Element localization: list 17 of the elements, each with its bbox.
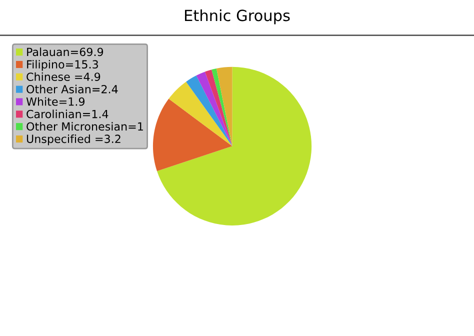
legend-label: Other Micronesian=1	[26, 122, 143, 131]
legend-label: White=1.9	[26, 97, 85, 106]
pie-slice	[168, 82, 232, 146]
legend-label: Other Asian=2.4	[26, 84, 118, 94]
legend-label: Chinese =4.9	[26, 72, 100, 81]
pie-slice	[216, 66, 232, 146]
legend-label: Carolinian=1.4	[26, 110, 108, 118]
legend-label: Filipino=15.3	[27, 60, 98, 71]
pie-slice	[212, 68, 232, 146]
pie-slice	[157, 66, 312, 226]
pie-slice	[196, 72, 232, 146]
legend-label: Palauan=69.9	[27, 48, 104, 56]
chart-title: Ethnic Groups	[185, 9, 290, 24]
pie-slice	[204, 70, 232, 146]
pie-slice	[186, 76, 232, 146]
pie-slice	[152, 98, 232, 172]
legend-label: Unspecified =3.2	[26, 134, 120, 146]
